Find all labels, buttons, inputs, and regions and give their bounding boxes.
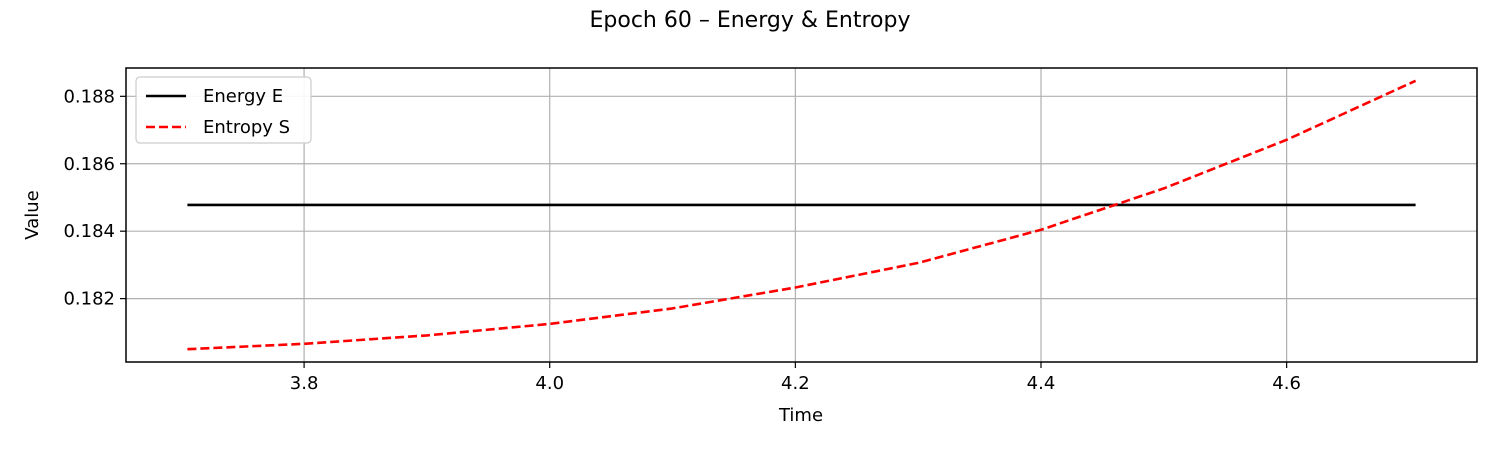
plot-frame: [125, 67, 1478, 363]
legend-label: Entropy S: [203, 117, 290, 138]
legend: Energy E Entropy S: [135, 76, 312, 144]
chart-title: Epoch 60 – Energy & Entropy: [590, 8, 911, 33]
grid: [126, 68, 1477, 362]
series-line-entropy-s: [187, 79, 1417, 351]
y-tick-label: 0.182: [63, 289, 115, 310]
x-tick-label: 4.6: [1272, 373, 1301, 394]
y-axis-label: Value: [22, 190, 43, 239]
y-tick-label: 0.188: [63, 86, 115, 107]
series-layer: [187, 79, 1417, 351]
x-tick-label: 4.2: [781, 373, 810, 394]
axis-ticks: 3.8 4.0 4.2 4.4 4.6 0.182 0.184 0.186 0.188: [63, 86, 1300, 394]
x-tick-label: 4.4: [1027, 373, 1056, 394]
x-tick-label: 3.8: [290, 373, 319, 394]
x-tick-label: 4.0: [535, 373, 564, 394]
y-tick-label: 0.186: [63, 154, 115, 175]
x-axis-label: Time: [778, 405, 823, 426]
legend-label: Energy E: [203, 86, 283, 107]
y-tick-label: 0.184: [63, 221, 115, 242]
